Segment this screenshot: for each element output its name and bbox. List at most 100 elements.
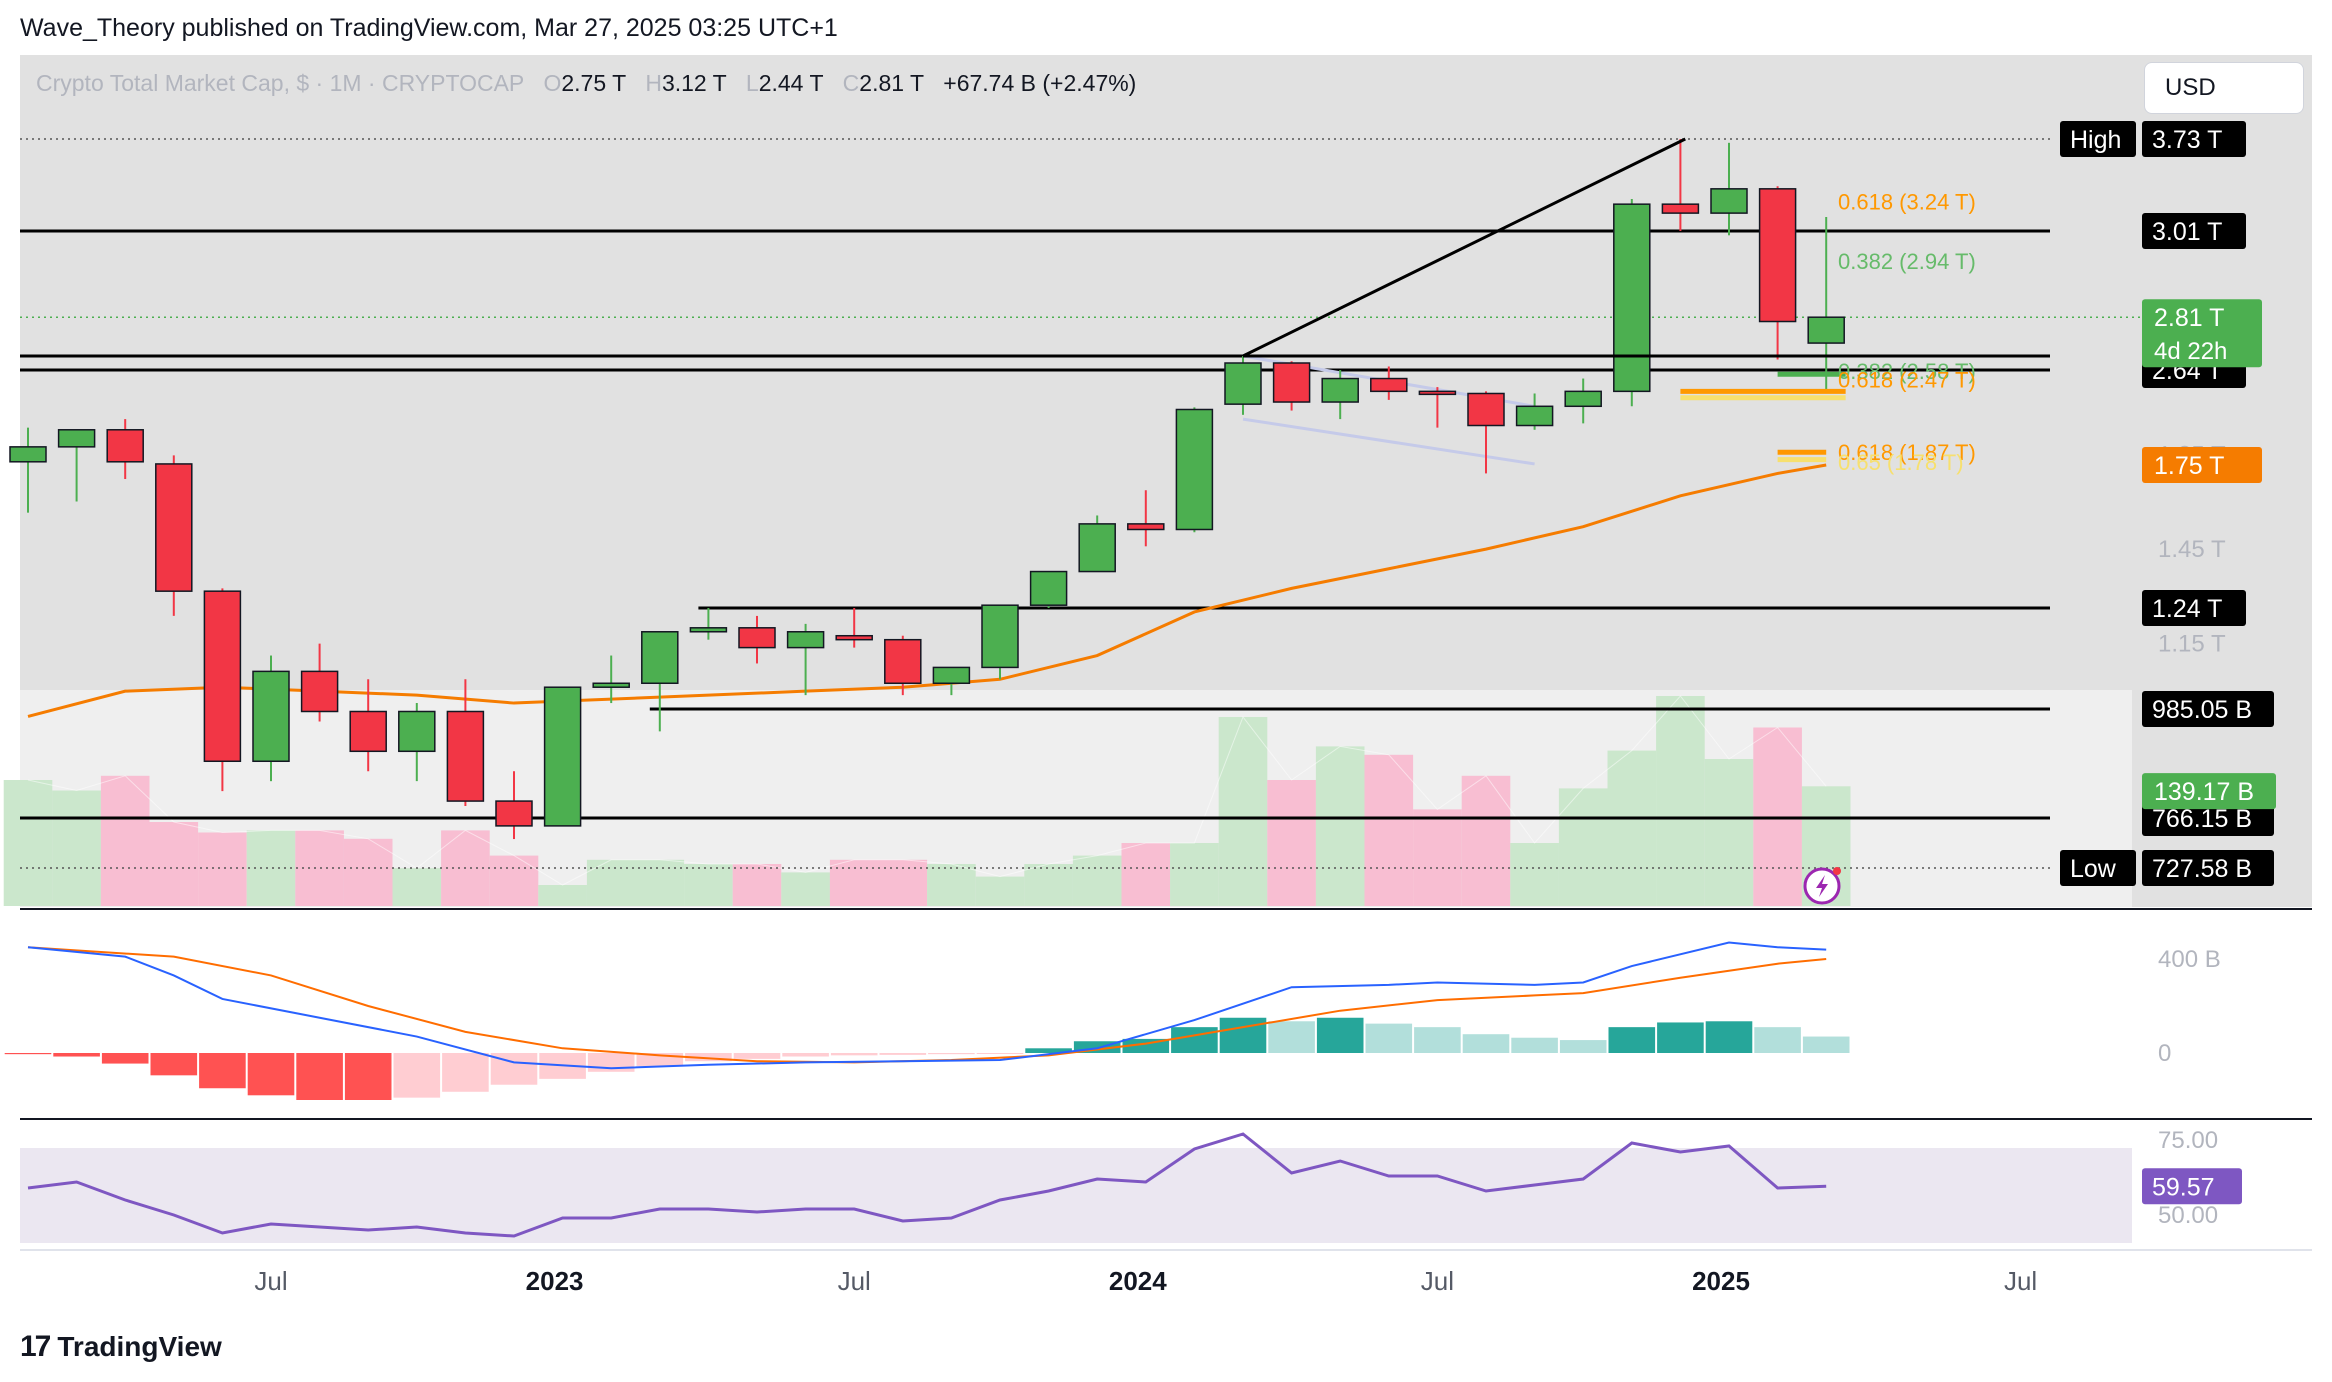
volume-bar — [878, 859, 928, 906]
candle-body — [9, 446, 47, 463]
rsi-value-tag-label: 59.57 — [2152, 1173, 2215, 1201]
candle-body — [1078, 523, 1116, 573]
volume-bar — [246, 830, 296, 906]
macd-histogram-bar — [1219, 1017, 1267, 1053]
candle-body — [349, 710, 387, 753]
publisher-header: Wave_Theory published on TradingView.com… — [20, 14, 838, 42]
candle-body — [1321, 377, 1359, 403]
volume-bar — [1170, 843, 1219, 906]
level-tag-bg — [2142, 121, 2246, 157]
time-axis-label: Jul — [254, 1266, 287, 1296]
fib-layer: 0.618 (3.24 T) 0.382 (2.94 T) 0.382 (2.58 … — [1680, 190, 1976, 475]
candle-body — [1613, 203, 1651, 393]
candle-body — [57, 429, 96, 448]
level-tag-bg — [2142, 590, 2246, 626]
macd-histogram-bar — [830, 1053, 878, 1056]
candle-body — [884, 638, 922, 685]
price-tag-bg — [2142, 299, 2262, 368]
close-value: 2.81 T — [859, 70, 925, 96]
volume-bar — [1072, 855, 1122, 906]
fib-label: 0.618 (3.24 T) — [1838, 190, 1976, 215]
macd-histogram-bar — [247, 1053, 295, 1096]
change-value: +67.74 B (+2.47%) — [943, 70, 1137, 96]
candle-body — [981, 604, 1019, 669]
candle-body — [1418, 390, 1457, 396]
price-tag-bg — [2142, 447, 2262, 483]
rsi-value-tag-bg — [2142, 1168, 2242, 1205]
flash-icon[interactable] — [1803, 867, 1841, 905]
time-axis-label: 2023 — [526, 1266, 584, 1296]
rsi-band — [20, 1148, 2132, 1243]
volume-bar — [1121, 843, 1171, 906]
macd-histogram-bar — [1559, 1040, 1607, 1053]
level-lines — [20, 138, 2140, 869]
macd-histogram-bar — [150, 1053, 198, 1076]
volume-bar — [1510, 843, 1559, 906]
price-tag-label: 139.17 B — [2154, 778, 2254, 806]
high-value: 3.12 T — [661, 70, 727, 96]
macd-histogram-bar — [393, 1053, 441, 1098]
candle-body — [786, 631, 825, 649]
level-tag-bg — [2142, 691, 2274, 727]
volume-bar — [52, 790, 101, 906]
price-tag-label: 2.81 T — [2154, 304, 2224, 332]
candle-body — [398, 710, 436, 753]
price-tag-label: 1.75 T — [2154, 452, 2224, 480]
level-tag-label: 727.58 B — [2152, 855, 2252, 883]
macd-histogram-bar — [199, 1053, 246, 1089]
macd-histogram-bar — [1316, 1017, 1364, 1053]
price-axis-label: 1.15 T — [2158, 631, 2226, 658]
symbol-legend: Crypto Total Market Cap, $ · 1M · CRYPTO… — [36, 70, 1136, 97]
tradingview-brand: TradingView — [57, 1331, 222, 1362]
level-tag-bg — [2142, 850, 2274, 886]
volume-bar — [489, 855, 539, 906]
symbol-name: Crypto Total Market Cap, $ · 1M · CRYPTO… — [36, 70, 525, 96]
low-value: 2.44 T — [758, 70, 824, 96]
rsi-axis-label: 50.00 — [2158, 1202, 2218, 1229]
candle-body — [495, 800, 533, 827]
volume-bar — [1656, 696, 1705, 906]
macd-histogram-bar — [1608, 1027, 1656, 1053]
macd-histogram-bar — [296, 1053, 343, 1100]
rsi-line — [27, 1132, 1827, 1238]
fib-label: 0.618 (1.87 T) — [1838, 440, 1976, 465]
volume-bar — [732, 864, 782, 906]
candle-body — [1127, 523, 1165, 531]
macd-histogram-bar — [1657, 1022, 1704, 1053]
volume-bar — [635, 859, 685, 906]
candle-body — [1029, 570, 1068, 606]
high-label: H — [645, 70, 662, 96]
level-side-tag-bg — [2060, 121, 2136, 157]
candle-body — [1807, 316, 1845, 344]
close-label: C — [842, 70, 860, 96]
macd-histogram-bar — [928, 1053, 975, 1055]
volume-bar — [3, 780, 53, 906]
macd-axis-label: 400 B — [2158, 946, 2221, 973]
volume-bar — [1218, 717, 1268, 906]
volume-bar — [1558, 788, 1608, 906]
price-axis-label: 1.45 T — [2158, 536, 2226, 563]
volume-bar — [343, 838, 393, 906]
currency-button[interactable]: USD — [2144, 62, 2304, 114]
macd-histogram-bar — [1268, 1021, 1315, 1053]
level-side-tag-label: High — [2070, 126, 2121, 154]
macd-histogram-bar — [1025, 1048, 1072, 1053]
macd-axis-label: 0 — [2158, 1040, 2171, 1067]
macd-signal-line — [27, 946, 1827, 1064]
macd-histogram-bar — [4, 1053, 52, 1055]
candle-body — [1224, 362, 1262, 405]
rsi-axis-label: 75.00 — [2158, 1127, 2218, 1154]
tradingview-logo[interactable]: 17 TradingView — [20, 1330, 222, 1364]
level-tag-label: 1.24 T — [2152, 595, 2222, 623]
level-tag-label: 3.73 T — [2152, 126, 2222, 154]
candle-body — [1175, 408, 1214, 531]
macd-histogram-bar — [1754, 1027, 1801, 1053]
candles-layer — [9, 139, 1845, 840]
candle-body — [1758, 188, 1797, 323]
candle-body — [155, 463, 193, 592]
time-axis-label: Jul — [838, 1266, 871, 1296]
macd-histogram-bar — [101, 1053, 149, 1064]
open-value: 2.75 T — [561, 70, 627, 96]
volume-bar — [1607, 750, 1657, 906]
